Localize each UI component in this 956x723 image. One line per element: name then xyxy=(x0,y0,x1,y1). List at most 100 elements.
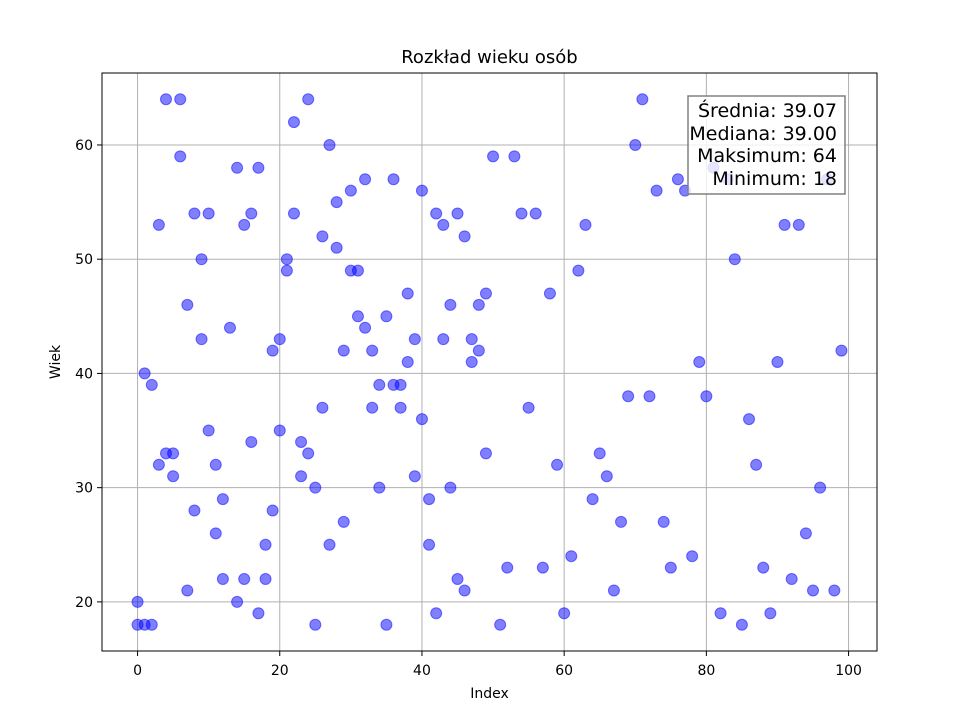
data-point xyxy=(451,207,464,220)
data-point xyxy=(536,561,549,574)
y-axis-label: Wiek xyxy=(48,344,64,379)
data-point xyxy=(508,150,521,163)
data-point xyxy=(643,390,656,403)
data-point xyxy=(231,595,244,608)
data-point xyxy=(337,515,350,528)
data-point xyxy=(145,618,158,631)
y-tick-label: 40 xyxy=(75,366,93,382)
data-point xyxy=(380,618,393,631)
data-point xyxy=(167,470,180,483)
data-point xyxy=(316,401,329,414)
y-tick-label: 30 xyxy=(75,481,93,497)
data-point xyxy=(252,161,265,174)
data-point xyxy=(807,584,820,597)
data-point xyxy=(600,470,613,483)
data-point xyxy=(401,356,414,368)
data-point xyxy=(401,287,414,300)
data-point xyxy=(558,607,571,620)
data-point xyxy=(202,207,215,220)
data-point xyxy=(359,321,372,334)
data-point xyxy=(195,253,208,266)
data-point xyxy=(159,93,172,106)
data-point xyxy=(686,550,699,563)
data-point xyxy=(287,116,300,129)
data-point xyxy=(472,298,485,311)
data-point xyxy=(323,538,336,551)
data-point xyxy=(529,207,542,220)
data-point xyxy=(330,196,343,209)
data-point xyxy=(202,424,215,437)
data-point xyxy=(828,584,841,597)
data-point xyxy=(366,401,379,414)
data-point xyxy=(216,573,229,586)
data-point xyxy=(494,618,507,631)
data-point xyxy=(750,458,763,471)
data-point xyxy=(743,413,756,426)
data-point xyxy=(266,344,279,357)
data-point xyxy=(181,584,194,597)
data-point xyxy=(245,207,258,220)
data-point xyxy=(273,333,286,346)
data-point xyxy=(387,173,400,186)
data-point xyxy=(330,241,343,254)
data-point xyxy=(472,344,485,357)
data-point xyxy=(430,207,443,220)
data-point xyxy=(792,218,805,231)
data-point xyxy=(188,504,201,517)
data-point xyxy=(181,298,194,311)
data-point xyxy=(380,310,393,323)
data-point xyxy=(629,138,642,151)
data-point xyxy=(835,344,848,357)
data-point xyxy=(799,527,812,540)
data-point xyxy=(565,550,578,563)
data-point xyxy=(188,207,201,220)
data-point xyxy=(252,607,265,620)
chart-title: Rozkład wieku osób xyxy=(401,47,578,68)
data-point xyxy=(551,458,564,471)
data-point xyxy=(757,561,770,574)
data-point xyxy=(437,333,450,346)
data-point xyxy=(408,333,421,346)
data-point xyxy=(465,356,478,368)
data-point xyxy=(607,584,620,597)
data-point xyxy=(259,538,272,551)
data-point xyxy=(515,207,528,220)
data-point xyxy=(152,218,165,231)
data-point xyxy=(650,184,663,197)
data-point xyxy=(479,447,492,460)
data-point xyxy=(728,253,741,266)
data-point xyxy=(295,435,308,448)
data-point xyxy=(437,218,450,231)
data-point xyxy=(394,401,407,414)
data-point xyxy=(657,515,670,528)
data-point xyxy=(287,207,300,220)
data-point xyxy=(615,515,628,528)
data-point xyxy=(309,481,322,494)
data-point xyxy=(487,150,500,163)
data-point xyxy=(302,447,315,460)
y-tick-label: 60 xyxy=(75,138,93,154)
data-point xyxy=(309,618,322,631)
data-point xyxy=(664,561,677,574)
data-point xyxy=(316,230,329,243)
x-tick-label: 100 xyxy=(835,663,862,679)
data-point xyxy=(415,184,428,197)
x-tick-label: 20 xyxy=(271,663,289,679)
data-point xyxy=(479,287,492,300)
data-point xyxy=(209,458,222,471)
data-point xyxy=(622,390,635,403)
data-point xyxy=(430,607,443,620)
data-point xyxy=(636,93,649,106)
data-point xyxy=(295,470,308,483)
stat-mean: Średnia: 39.07 xyxy=(698,98,837,122)
data-point xyxy=(579,218,592,231)
data-point xyxy=(359,173,372,186)
x-tick-label: 60 xyxy=(555,663,573,679)
data-point xyxy=(216,493,229,506)
data-point xyxy=(785,573,798,586)
data-point xyxy=(543,287,556,300)
data-point xyxy=(415,413,428,426)
data-point xyxy=(302,93,315,106)
data-point xyxy=(593,447,606,460)
